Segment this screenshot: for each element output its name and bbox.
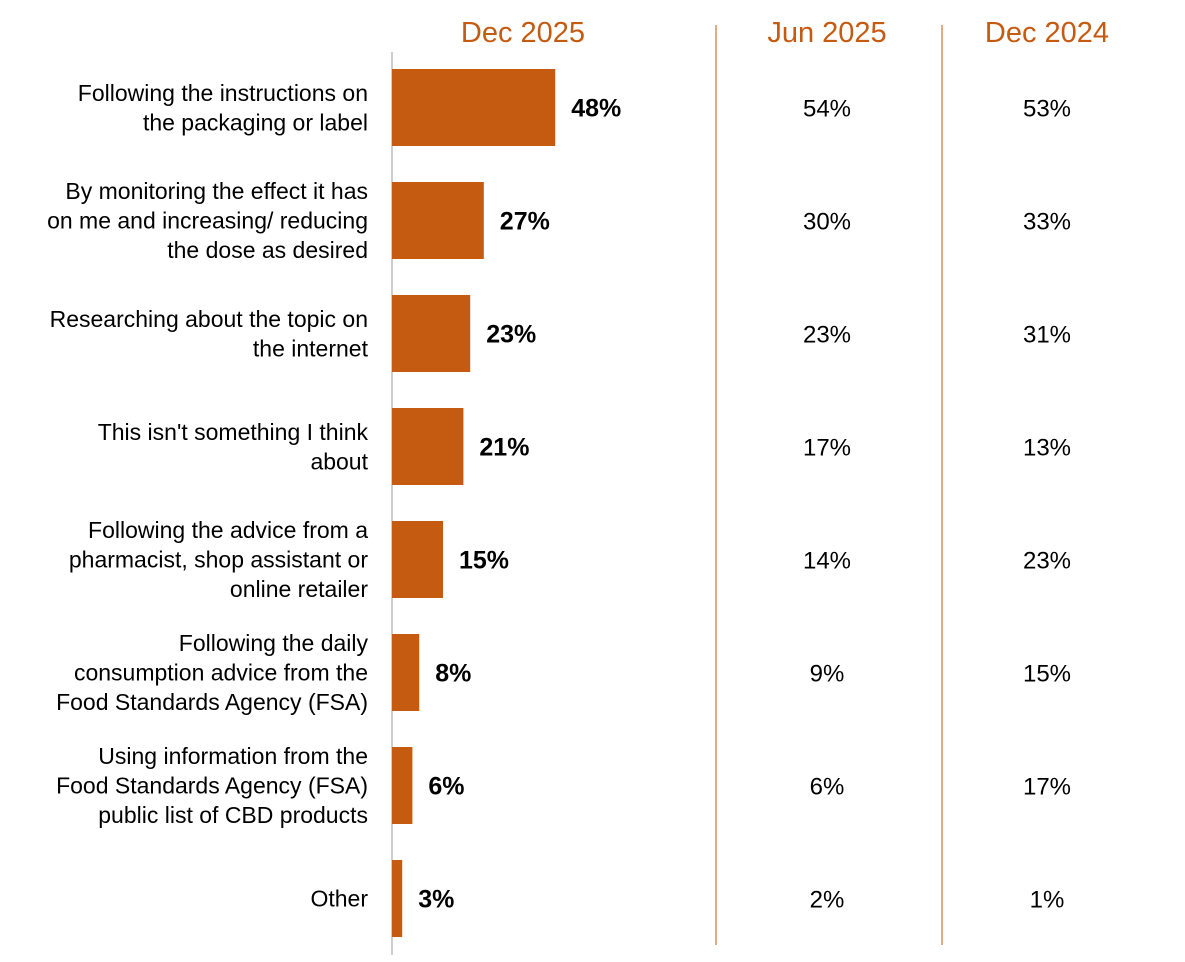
category-label-line: Other (310, 886, 368, 912)
bar (392, 860, 403, 937)
bar-data-label: 3% (418, 886, 454, 914)
dec-2024-value: 13% (1023, 435, 1071, 462)
category-label-line: consumption advice from the (74, 660, 368, 686)
category-label-line: Food Standards Agency (FSA) (56, 773, 368, 799)
jun-2025-value: 6% (810, 774, 845, 801)
chart-row: By monitoring the effect it has on me and… (47, 178, 1071, 263)
category-label-line: Researching about the topic on (50, 306, 368, 332)
category-label: Following the daily consumption advice fr… (56, 630, 368, 715)
dec-2024-value: 1% (1030, 887, 1065, 914)
dec-2024-value: 15% (1023, 661, 1071, 688)
header-dec-2025: Dec 2025 (461, 17, 585, 49)
category-label: This isn't something I think about (98, 419, 369, 475)
category-label-line: the internet (253, 335, 369, 361)
category-label-line: This isn't something I think (98, 419, 369, 445)
chart-row: Using information from the Food Standards… (56, 743, 1071, 828)
chart-row: Following the advice from a pharmacist, s… (69, 517, 1071, 602)
category-label: Researching about the topic on the intern… (50, 306, 369, 362)
chart-row: Following the instructions on the packagi… (78, 69, 1071, 146)
column-dividers (715, 25, 943, 945)
bar (392, 182, 484, 259)
jun-2025-value: 23% (803, 322, 851, 349)
bar-data-label: 6% (428, 773, 464, 801)
category-label: Using information from the Food Standards… (56, 743, 368, 828)
bar (392, 408, 464, 485)
chart-row: Other 3% 2% 1% (310, 860, 1064, 937)
bar-data-label: 48% (571, 95, 621, 123)
category-label-line: online retailer (230, 576, 368, 602)
category-label-line: Following the daily (179, 630, 369, 656)
category-label-line: Following the instructions on (78, 80, 368, 106)
category-label-line: Following the advice from a (88, 517, 368, 543)
bar-data-label: 8% (435, 660, 471, 688)
category-label: Other (310, 886, 368, 912)
bar-data-label: 15% (459, 547, 509, 575)
category-label-line: on me and increasing/ reducing (47, 208, 368, 234)
category-label-line: the packaging or label (143, 109, 368, 135)
header-jun-2025: Jun 2025 (767, 17, 886, 49)
category-label-line: about (310, 448, 368, 474)
bar (392, 69, 556, 146)
jun-2025-value: 9% (810, 661, 845, 688)
dec-2024-value: 33% (1023, 209, 1071, 236)
bar-data-label: 23% (486, 321, 536, 349)
category-label: Following the advice from a pharmacist, s… (69, 517, 368, 602)
category-label-line: By monitoring the effect it has (65, 178, 368, 204)
jun-2025-value: 17% (803, 435, 851, 462)
bar-data-label: 27% (500, 208, 550, 236)
bar (392, 521, 443, 598)
dec-2024-value: 53% (1023, 96, 1071, 123)
bar (392, 295, 471, 372)
jun-2025-value: 30% (803, 209, 851, 236)
category-label: Following the instructions on the packagi… (78, 80, 368, 136)
category-label-line: pharmacist, shop assistant or (69, 547, 368, 573)
dec-2024-value: 31% (1023, 322, 1071, 349)
jun-2025-value: 14% (803, 548, 851, 575)
category-label-line: public list of CBD products (98, 802, 368, 828)
chart-row: This isn't something I think about 21% 17% 1… (98, 408, 1071, 485)
category-label: By monitoring the effect it has on me and… (47, 178, 368, 263)
bar (392, 634, 420, 711)
column-headers: Dec 2025 Jun 2025 Dec 2024 (461, 17, 1109, 49)
chart-row: Researching about the topic on the intern… (50, 295, 1071, 372)
bar (392, 747, 413, 824)
dec-2024-value: 17% (1023, 774, 1071, 801)
chart-rows: Following the instructions on the packagi… (47, 69, 1071, 937)
jun-2025-value: 2% (810, 887, 845, 914)
header-dec-2024: Dec 2024 (985, 17, 1109, 49)
category-label-line: Food Standards Agency (FSA) (56, 689, 368, 715)
category-label-line: Using information from the (98, 743, 368, 769)
jun-2025-value: 54% (803, 96, 851, 123)
category-label-line: the dose as desired (167, 237, 368, 263)
bar-data-label: 21% (479, 434, 529, 462)
chart-row: Following the daily consumption advice fr… (56, 630, 1071, 715)
dec-2024-value: 23% (1023, 548, 1071, 575)
